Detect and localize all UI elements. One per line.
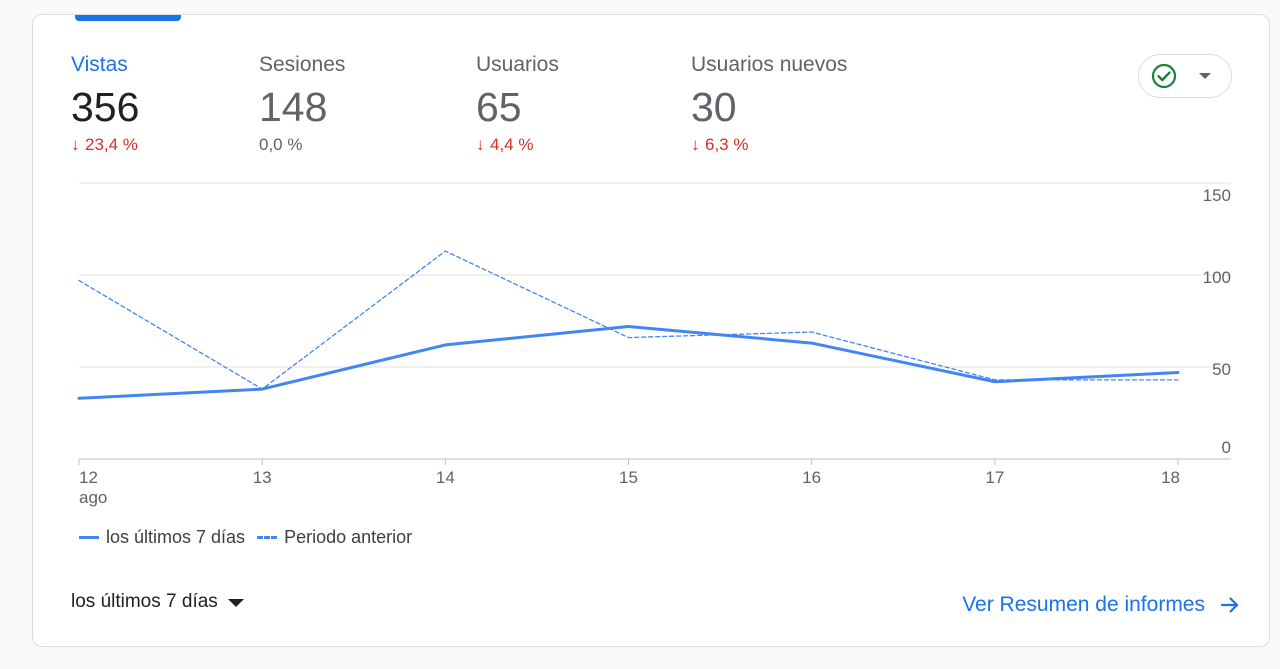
metric-change: ↓ 23,4 % bbox=[71, 135, 138, 154]
metric-change: ↓ 6,3 % bbox=[691, 135, 749, 154]
metric-label: Sesiones bbox=[259, 53, 346, 76]
y-tick-label: 100 bbox=[1203, 268, 1231, 287]
metric-change: 0,0 % bbox=[259, 135, 303, 154]
legend-label: Periodo anterior bbox=[284, 527, 413, 547]
report-link-label: Ver Resumen de informes bbox=[962, 593, 1205, 616]
check-circle-icon bbox=[1151, 63, 1177, 89]
series-line-current bbox=[77, 325, 1180, 400]
analytics-summary-card: Vistas 356 ↓ 23,4 % Sesiones 148 0,0 % Us… bbox=[32, 14, 1270, 647]
x-tick-label: 15 bbox=[619, 468, 638, 487]
metric-label: Usuarios nuevos bbox=[691, 53, 848, 76]
metric-value: 356 bbox=[71, 84, 140, 130]
date-range-label: los últimos 7 días bbox=[71, 591, 218, 612]
arrow-down-icon: ↓ bbox=[691, 135, 700, 154]
x-tick-label: 18 bbox=[1161, 468, 1180, 487]
metric-change: ↓ 4,4 % bbox=[476, 135, 534, 154]
metric-tab-vistas[interactable]: Vistas 356 ↓ 23,4 % bbox=[71, 51, 139, 156]
metric-tab-usuarios-nuevos[interactable]: Usuarios nuevos 30 ↓ 6,3 % bbox=[691, 51, 847, 156]
active-tab-indicator bbox=[75, 15, 181, 21]
x-tick-label: 14 bbox=[436, 468, 455, 487]
metric-value: 30 bbox=[691, 84, 737, 130]
legend-swatch-dashed bbox=[257, 536, 278, 539]
y-tick-label: 50 bbox=[1212, 360, 1231, 379]
x-tick-label: 13 bbox=[253, 468, 272, 487]
arrow-down-icon: ↓ bbox=[476, 135, 485, 154]
metric-tab-sesiones[interactable]: Sesiones 148 0,0 % bbox=[259, 51, 345, 156]
chart-legend: los últimos 7 días Periodo anterior bbox=[79, 527, 424, 548]
metric-value: 148 bbox=[259, 84, 328, 130]
legend-label: los últimos 7 días bbox=[106, 527, 246, 547]
x-tick-label: 17 bbox=[985, 468, 1004, 487]
line-chart: 150 100 50 0 12 13 14 15 16 17 18 ago bbox=[77, 182, 1231, 507]
view-reports-link[interactable]: Ver Resumen de informes bbox=[962, 593, 1241, 617]
legend-swatch-solid bbox=[79, 536, 99, 539]
series-line-previous bbox=[78, 250, 1179, 390]
x-tick-sublabel: ago bbox=[79, 488, 107, 507]
legend-item-previous[interactable]: Periodo anterior bbox=[257, 527, 412, 548]
legend-item-current[interactable]: los últimos 7 días bbox=[79, 527, 245, 548]
x-tick-label: 12 bbox=[79, 468, 98, 487]
date-range-dropdown[interactable]: los últimos 7 días bbox=[71, 591, 244, 613]
caret-down-icon bbox=[1199, 73, 1211, 79]
y-tick-label: 150 bbox=[1203, 186, 1231, 205]
arrow-down-icon: ↓ bbox=[71, 135, 80, 154]
metric-label: Usuarios bbox=[476, 53, 559, 76]
status-dropdown-button[interactable] bbox=[1138, 54, 1232, 98]
caret-down-icon bbox=[227, 599, 244, 607]
metric-label: Vistas bbox=[71, 53, 128, 76]
x-tick-label: 16 bbox=[802, 468, 821, 487]
arrow-right-icon bbox=[1220, 597, 1239, 613]
y-tick-label: 0 bbox=[1222, 438, 1231, 457]
metric-tab-usuarios[interactable]: Usuarios 65 ↓ 4,4 % bbox=[476, 51, 559, 156]
metric-value: 65 bbox=[476, 84, 522, 130]
